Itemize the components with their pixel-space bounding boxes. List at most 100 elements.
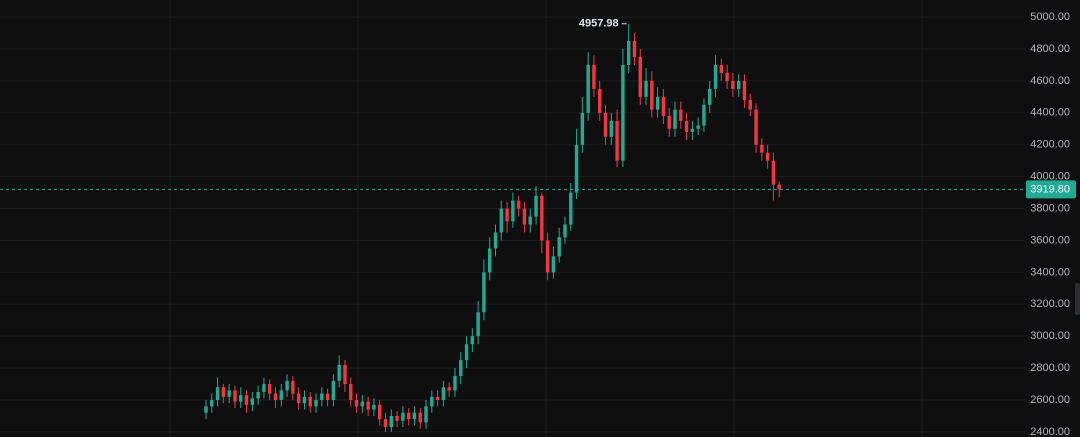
candle-body	[667, 115, 671, 129]
candle-body	[754, 109, 758, 145]
y-tick-label: 5000.00	[1030, 11, 1070, 23]
candle-body	[453, 376, 457, 391]
candle-body	[505, 208, 509, 222]
candle-body	[227, 390, 231, 397]
candle-body	[354, 399, 359, 407]
candle-body	[684, 120, 689, 132]
candle-body	[256, 392, 260, 399]
candle-body	[719, 64, 724, 73]
candle-body	[383, 419, 388, 428]
candle-body	[563, 224, 567, 238]
candle-body	[325, 393, 330, 400]
y-tick-label: 3400.00	[1030, 266, 1070, 278]
candle-body	[534, 195, 538, 217]
candle-body	[314, 399, 318, 407]
candle-body	[598, 88, 602, 113]
candle-body	[569, 192, 573, 225]
last-price-box	[1026, 180, 1076, 199]
candle-body	[760, 144, 764, 153]
candle-body	[482, 272, 486, 313]
candle-body	[291, 380, 295, 394]
y-tick-label: 2800.00	[1030, 362, 1070, 374]
candle-body	[320, 393, 324, 400]
candle-body	[638, 56, 642, 97]
candle-body	[580, 112, 585, 145]
candle-body	[239, 395, 243, 402]
candle-body	[215, 387, 220, 400]
candle-body	[551, 256, 556, 273]
candle-body	[655, 96, 660, 110]
y-tick-label: 3800.00	[1030, 202, 1070, 214]
y-tick-label: 4800.00	[1030, 43, 1070, 55]
y-tick-label: 4600.00	[1030, 75, 1070, 87]
candle-body	[296, 393, 301, 404]
candle-body	[267, 384, 272, 394]
candle-body	[262, 384, 266, 393]
candle-body	[285, 380, 289, 391]
candle-body	[777, 184, 781, 190]
candle-body	[401, 412, 405, 421]
candle-body	[545, 240, 550, 273]
candle-body	[406, 412, 411, 420]
candle-body	[696, 125, 700, 129]
candle-body	[574, 144, 579, 193]
candle-body	[702, 104, 706, 126]
candle-body	[493, 232, 498, 249]
candle-body	[476, 312, 480, 337]
candle-body	[540, 195, 544, 241]
candle-body	[395, 415, 399, 421]
candle-body	[308, 396, 312, 407]
scroll-tab[interactable]	[1075, 283, 1080, 315]
candle-body	[626, 41, 631, 65]
candle-body	[459, 360, 463, 377]
candle-body	[331, 380, 336, 400]
candle-body	[233, 390, 237, 402]
candle-body	[557, 237, 561, 257]
candle-body	[221, 387, 226, 397]
candle-body	[337, 364, 341, 381]
candle-body	[765, 152, 770, 161]
candle-body	[499, 208, 503, 233]
candle-body	[389, 415, 393, 428]
candle-body	[273, 393, 278, 400]
candle-body	[204, 406, 208, 413]
candle-body	[372, 404, 376, 410]
time-grid	[169, 0, 923, 437]
candle-body	[378, 404, 382, 420]
candle-body	[771, 160, 776, 185]
candle-body	[713, 64, 718, 89]
candle-body	[621, 64, 625, 161]
candle-body	[644, 80, 648, 97]
candle-body	[516, 200, 521, 209]
candle-body	[441, 387, 446, 400]
candle-body	[430, 396, 434, 407]
candle-body	[343, 364, 347, 385]
candle-body	[748, 100, 752, 110]
candle-body	[528, 216, 532, 225]
candle-body	[522, 208, 527, 225]
candle-body	[742, 80, 747, 101]
candle-body	[736, 80, 741, 89]
last-price-label: 3919.80	[1030, 183, 1070, 195]
y-tick-label: 4000.00	[1030, 171, 1070, 183]
candle-body	[690, 128, 695, 132]
candle-body	[731, 80, 735, 89]
candle-body	[470, 336, 475, 345]
y-tick-label: 2600.00	[1030, 394, 1070, 406]
max-label: 4957.98	[579, 18, 619, 30]
candle-body	[210, 399, 214, 407]
candle-body	[366, 401, 370, 410]
candle-body	[511, 200, 515, 222]
candle-body	[279, 390, 283, 400]
candle-body	[725, 72, 729, 81]
candle-body	[244, 395, 249, 405]
candle-body	[650, 80, 654, 110]
y-tick-label: 4200.00	[1030, 139, 1070, 151]
candle-body	[488, 248, 492, 273]
candle-body	[447, 387, 451, 391]
candle-body	[708, 88, 712, 105]
candle-body	[360, 401, 365, 407]
candle-body	[418, 412, 422, 423]
